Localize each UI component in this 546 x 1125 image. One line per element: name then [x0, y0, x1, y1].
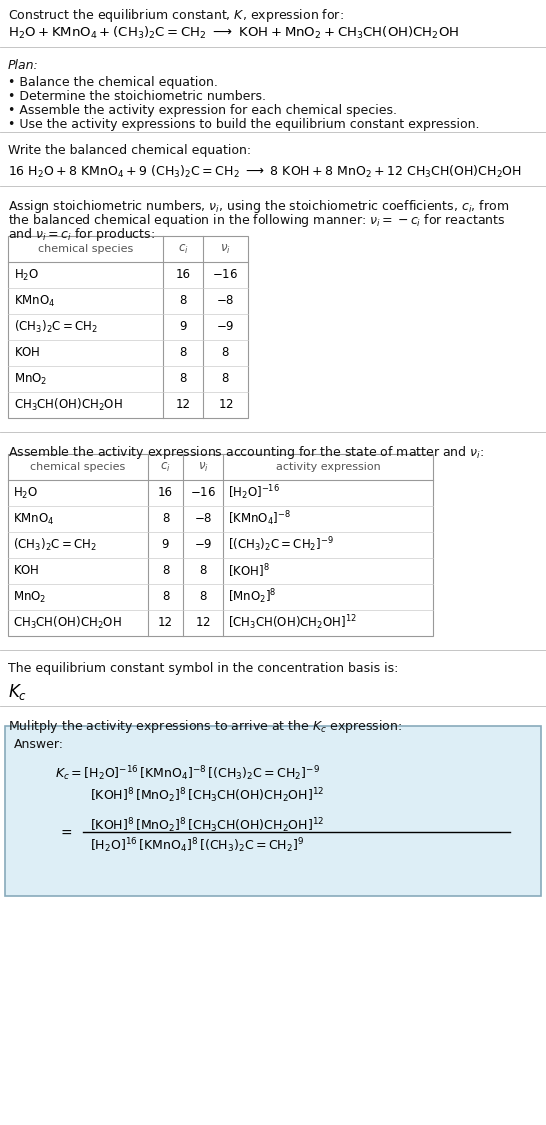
Text: Assign stoichiometric numbers, $\nu_i$, using the stoichiometric coefficients, $: Assign stoichiometric numbers, $\nu_i$, … — [8, 198, 509, 215]
Text: activity expression: activity expression — [276, 462, 381, 472]
Text: • Use the activity expressions to build the equilibrium constant expression.: • Use the activity expressions to build … — [8, 118, 479, 130]
Text: the balanced chemical equation in the following manner: $\nu_i = -c_i$ for react: the balanced chemical equation in the fo… — [8, 212, 506, 230]
Text: $[\mathrm{CH_3CH(OH)CH_2OH}]^{12}$: $[\mathrm{CH_3CH(OH)CH_2OH}]^{12}$ — [228, 613, 357, 632]
Text: and $\nu_i = c_i$ for products:: and $\nu_i = c_i$ for products: — [8, 226, 155, 243]
Text: $\mathrm{16\ H_2O + 8\ KMnO_4 + 9\ (CH_3)_2C{=}CH_2\ \longrightarrow\ 8\ KOH + 8: $\mathrm{16\ H_2O + 8\ KMnO_4 + 9\ (CH_3… — [8, 164, 522, 180]
Text: 8: 8 — [179, 346, 187, 360]
Text: $-16$: $-16$ — [190, 486, 216, 500]
Text: • Determine the stoichiometric numbers.: • Determine the stoichiometric numbers. — [8, 90, 266, 104]
Text: $[\mathrm{H_2O}]^{-16}$: $[\mathrm{H_2O}]^{-16}$ — [228, 484, 280, 503]
Text: $-9$: $-9$ — [216, 321, 235, 333]
Text: $8$: $8$ — [221, 346, 230, 360]
Text: $=$: $=$ — [58, 825, 73, 839]
Text: Plan:: Plan: — [8, 58, 39, 72]
Text: $-8$: $-8$ — [216, 295, 235, 307]
Text: 16: 16 — [175, 269, 191, 281]
Text: 12: 12 — [175, 398, 191, 412]
Text: $\mathrm{MnO_2}$: $\mathrm{MnO_2}$ — [13, 590, 46, 604]
Text: $-16$: $-16$ — [212, 269, 239, 281]
Text: 12: 12 — [158, 616, 173, 630]
Text: 8: 8 — [162, 565, 169, 577]
Text: $8$: $8$ — [199, 565, 207, 577]
Text: $\mathrm{KOH}$: $\mathrm{KOH}$ — [13, 565, 39, 577]
Text: $\mathrm{CH_3CH(OH)CH_2OH}$: $\mathrm{CH_3CH(OH)CH_2OH}$ — [13, 615, 122, 631]
Text: $[\mathrm{H_2O}]^{16}\,[\mathrm{KMnO_4}]^{8}\,[(\mathrm{CH_3})_2\mathrm{C{=}CH_2: $[\mathrm{H_2O}]^{16}\,[\mathrm{KMnO_4}]… — [90, 836, 304, 855]
Text: Construct the equilibrium constant, $K$, expression for:: Construct the equilibrium constant, $K$,… — [8, 7, 344, 24]
Text: Answer:: Answer: — [14, 738, 64, 752]
FancyBboxPatch shape — [5, 726, 541, 896]
Text: $[\mathrm{KMnO_4}]^{-8}$: $[\mathrm{KMnO_4}]^{-8}$ — [228, 510, 291, 529]
Text: chemical species: chemical species — [31, 462, 126, 472]
Text: $12$: $12$ — [195, 616, 211, 630]
Text: $[(\mathrm{CH_3})_2\mathrm{C{=}CH_2}]^{-9}$: $[(\mathrm{CH_3})_2\mathrm{C{=}CH_2}]^{-… — [228, 536, 334, 555]
Text: The equilibrium constant symbol in the concentration basis is:: The equilibrium constant symbol in the c… — [8, 662, 399, 675]
Text: $-9$: $-9$ — [194, 539, 212, 551]
Text: 8: 8 — [162, 513, 169, 525]
Text: $c_i$: $c_i$ — [177, 243, 188, 255]
Text: $\nu_i$: $\nu_i$ — [220, 243, 231, 255]
Text: $[\mathrm{KOH}]^{8}$: $[\mathrm{KOH}]^{8}$ — [228, 562, 270, 579]
Text: 9: 9 — [179, 321, 187, 333]
Text: $8$: $8$ — [199, 591, 207, 603]
Text: Assemble the activity expressions accounting for the state of matter and $\nu_i$: Assemble the activity expressions accoun… — [8, 444, 484, 461]
Text: Write the balanced chemical equation:: Write the balanced chemical equation: — [8, 144, 251, 158]
Text: $\mathrm{CH_3CH(OH)CH_2OH}$: $\mathrm{CH_3CH(OH)CH_2OH}$ — [14, 397, 123, 413]
Text: • Assemble the activity expression for each chemical species.: • Assemble the activity expression for e… — [8, 104, 397, 117]
Text: $-8$: $-8$ — [194, 513, 212, 525]
Text: $c_i$: $c_i$ — [160, 460, 171, 474]
Bar — [8, 236, 248, 418]
Text: chemical species: chemical species — [38, 244, 133, 254]
Text: $\mathrm{H_2O}$: $\mathrm{H_2O}$ — [14, 268, 39, 282]
Text: $12$: $12$ — [217, 398, 234, 412]
Text: $\nu_i$: $\nu_i$ — [198, 460, 209, 474]
Text: $K_c$: $K_c$ — [8, 682, 27, 702]
Text: $\mathrm{(CH_3)_2C{=}CH_2}$: $\mathrm{(CH_3)_2C{=}CH_2}$ — [14, 319, 98, 335]
Text: 9: 9 — [162, 539, 169, 551]
Text: 8: 8 — [179, 372, 187, 386]
Text: $\mathrm{(CH_3)_2C{=}CH_2}$: $\mathrm{(CH_3)_2C{=}CH_2}$ — [13, 537, 97, 554]
Text: $[\mathrm{KOH}]^{8}\,[\mathrm{MnO_2}]^{8}\,[\mathrm{CH_3CH(OH)CH_2OH}]^{12}$: $[\mathrm{KOH}]^{8}\,[\mathrm{MnO_2}]^{8… — [90, 816, 324, 835]
Text: $K_c = [\mathrm{H_2O}]^{-16}\,[\mathrm{KMnO_4}]^{-8}\,[(\mathrm{CH_3})_2\mathrm{: $K_c = [\mathrm{H_2O}]^{-16}\,[\mathrm{K… — [55, 764, 320, 783]
Text: $\mathrm{KMnO_4}$: $\mathrm{KMnO_4}$ — [13, 512, 55, 526]
Text: Mulitply the activity expressions to arrive at the $K_c$ expression:: Mulitply the activity expressions to arr… — [8, 718, 402, 735]
Text: $\mathrm{H_2O}$: $\mathrm{H_2O}$ — [13, 486, 38, 501]
Text: $\mathrm{MnO_2}$: $\mathrm{MnO_2}$ — [14, 371, 48, 387]
Text: 8: 8 — [179, 295, 187, 307]
Text: 8: 8 — [162, 591, 169, 603]
Text: $[\mathrm{MnO_2}]^{8}$: $[\mathrm{MnO_2}]^{8}$ — [228, 587, 276, 606]
Bar — [8, 455, 433, 636]
Text: $\mathrm{H_2O + KMnO_4 + (CH_3)_2C{=}CH_2\ \longrightarrow\ KOH + MnO_2 + CH_3CH: $\mathrm{H_2O + KMnO_4 + (CH_3)_2C{=}CH_… — [8, 25, 459, 42]
Text: • Balance the chemical equation.: • Balance the chemical equation. — [8, 76, 218, 89]
Text: $\mathrm{KMnO_4}$: $\mathrm{KMnO_4}$ — [14, 294, 56, 308]
Text: $8$: $8$ — [221, 372, 230, 386]
Text: $[\mathrm{KOH}]^{8}\,[\mathrm{MnO_2}]^{8}\,[\mathrm{CH_3CH(OH)CH_2OH}]^{12}$: $[\mathrm{KOH}]^{8}\,[\mathrm{MnO_2}]^{8… — [90, 786, 324, 804]
Text: $\mathrm{KOH}$: $\mathrm{KOH}$ — [14, 346, 40, 360]
Text: 16: 16 — [158, 486, 173, 500]
